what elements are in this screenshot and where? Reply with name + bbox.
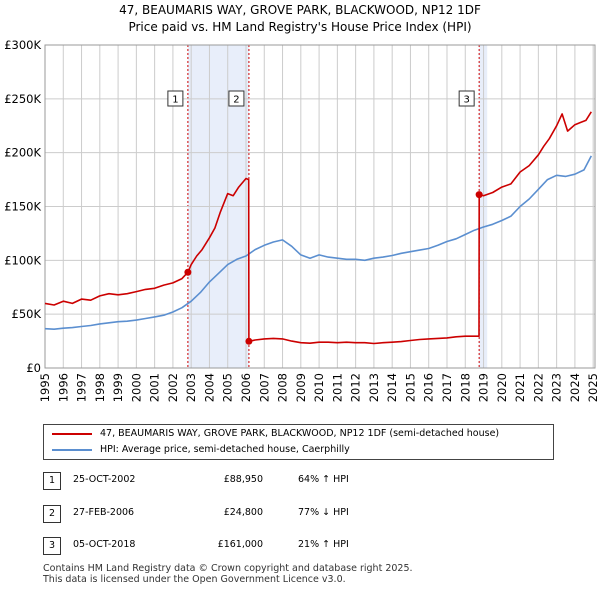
sale-point: [184, 268, 192, 276]
gridlines: [44, 44, 595, 369]
x-tick-label: 1997: [75, 373, 89, 402]
sale-number-badge: 2: [43, 505, 61, 523]
x-tick-label: 2011: [330, 373, 344, 402]
x-tick-label: 2008: [276, 373, 290, 402]
x-tick-label: 2010: [312, 373, 326, 402]
x-tick-label: 2007: [257, 373, 271, 402]
sale-label-text: 2: [233, 95, 239, 106]
x-tick-label: 2017: [440, 373, 454, 402]
sale-date: 25-OCT-2002: [73, 474, 136, 485]
y-tick-label: £0: [26, 361, 41, 375]
x-tick-label: 2022: [531, 373, 545, 402]
sale-markers: 1 2 3: [167, 90, 483, 345]
x-tick-label: 1996: [56, 373, 70, 402]
x-tick-label: 2016: [422, 373, 436, 402]
footer-line-1: Contains HM Land Registry data © Crown c…: [43, 563, 413, 574]
legend-item-hpi: HPI: Average price, semi-detached house,…: [52, 442, 350, 458]
legend-label-hpi: HPI: Average price, semi-detached house,…: [100, 444, 350, 455]
x-tick-label: 1995: [38, 373, 52, 402]
x-tick-label: 1999: [111, 373, 125, 402]
x-tick-label: 2014: [385, 373, 399, 402]
sale-date: 05-OCT-2018: [73, 539, 136, 550]
y-tick-label: £200K: [4, 146, 41, 160]
title-line-2: Price paid vs. HM Land Registry's House …: [128, 20, 472, 34]
sale-label-box: [458, 90, 475, 107]
property-series-line: [44, 111, 592, 345]
x-tick-label: 2004: [202, 373, 216, 402]
legend: 47, BEAUMARIS WAY, GROVE PARK, BLACKWOOD…: [43, 424, 554, 460]
plot-border: [44, 44, 596, 369]
legend-swatch-hpi: [52, 448, 92, 451]
x-tick-label: 2002: [166, 373, 180, 402]
sale-row: 2 27-FEB-2006 £24,800 77% ↓ HPI: [43, 505, 443, 523]
price-chart: £0 £50K £100K £150K £200K £250K £300K 1995 1996 1…: [4, 38, 600, 402]
x-tick-label: 2006: [239, 373, 253, 402]
x-tick-label: 2005: [221, 373, 235, 402]
y-tick-label: £300K: [4, 38, 41, 52]
x-tick-label: 2015: [403, 373, 417, 402]
legend-swatch-property: [52, 432, 92, 435]
x-tick-label: 2019: [477, 373, 491, 402]
x-tick-label: 2000: [129, 373, 143, 402]
x-tick-label: 1998: [93, 373, 107, 402]
x-tick-label: 2024: [568, 373, 582, 402]
sale-label-box: [167, 90, 184, 107]
x-tick-label: 2013: [367, 373, 381, 402]
sale-hpi-delta: 64% ↑ HPI: [298, 474, 349, 485]
sale-price: £24,800: [223, 507, 263, 518]
sale-row: 3 05-OCT-2018 £161,000 21% ↑ HPI: [43, 537, 443, 555]
axes: £0 £50K £100K £150K £200K £250K £300K 1995 1996 1…: [4, 38, 600, 402]
hpi-series-line: [44, 155, 593, 330]
x-tick-label: 2009: [294, 373, 308, 402]
x-tick-label: 2001: [148, 373, 162, 402]
y-tick-label: £100K: [4, 253, 41, 267]
sale-row: 1 25-OCT-2002 £88,950 64% ↑ HPI: [43, 472, 443, 490]
sale-label-box: [228, 90, 245, 107]
legend-label-property: 47, BEAUMARIS WAY, GROVE PARK, BLACKWOOD…: [100, 428, 500, 439]
x-tick-label: 2023: [550, 373, 564, 402]
legend-item-property: 47, BEAUMARIS WAY, GROVE PARK, BLACKWOOD…: [52, 426, 499, 442]
series-lines: [44, 111, 593, 345]
footer-line-2: This data is licensed under the Open Gov…: [43, 574, 346, 585]
y-tick-label: £150K: [4, 200, 41, 214]
sale-point: [245, 337, 253, 345]
y-tick-label: £250K: [4, 92, 41, 106]
sale-hpi-delta: 77% ↓ HPI: [298, 507, 349, 518]
sale-date: 27-FEB-2006: [73, 507, 135, 518]
x-tick-label: 2020: [495, 373, 509, 402]
y-tick-label: £50K: [12, 307, 42, 321]
x-tick-label: 2003: [184, 373, 198, 402]
sale-price: £88,950: [223, 474, 263, 485]
x-tick-label: 2012: [349, 373, 363, 402]
sale-number-badge: 1: [43, 472, 61, 490]
sale-point: [475, 191, 483, 199]
sale-hpi-delta: 21% ↑ HPI: [298, 539, 349, 550]
x-tick-label: 2021: [513, 373, 527, 402]
x-tick-label: 2018: [458, 373, 472, 402]
footer-attribution: Contains HM Land Registry data © Crown c…: [43, 563, 413, 585]
chart-title: 47, BEAUMARIS WAY, GROVE PARK, BLACKWOOD…: [0, 2, 600, 36]
sale-label-text: 1: [172, 95, 178, 106]
sale-label-text: 3: [463, 95, 469, 106]
sale-number-badge: 3: [43, 537, 61, 555]
title-line-1: 47, BEAUMARIS WAY, GROVE PARK, BLACKWOOD…: [119, 3, 481, 17]
sale-price: £161,000: [217, 539, 263, 550]
x-tick-label: 2025: [586, 373, 600, 402]
